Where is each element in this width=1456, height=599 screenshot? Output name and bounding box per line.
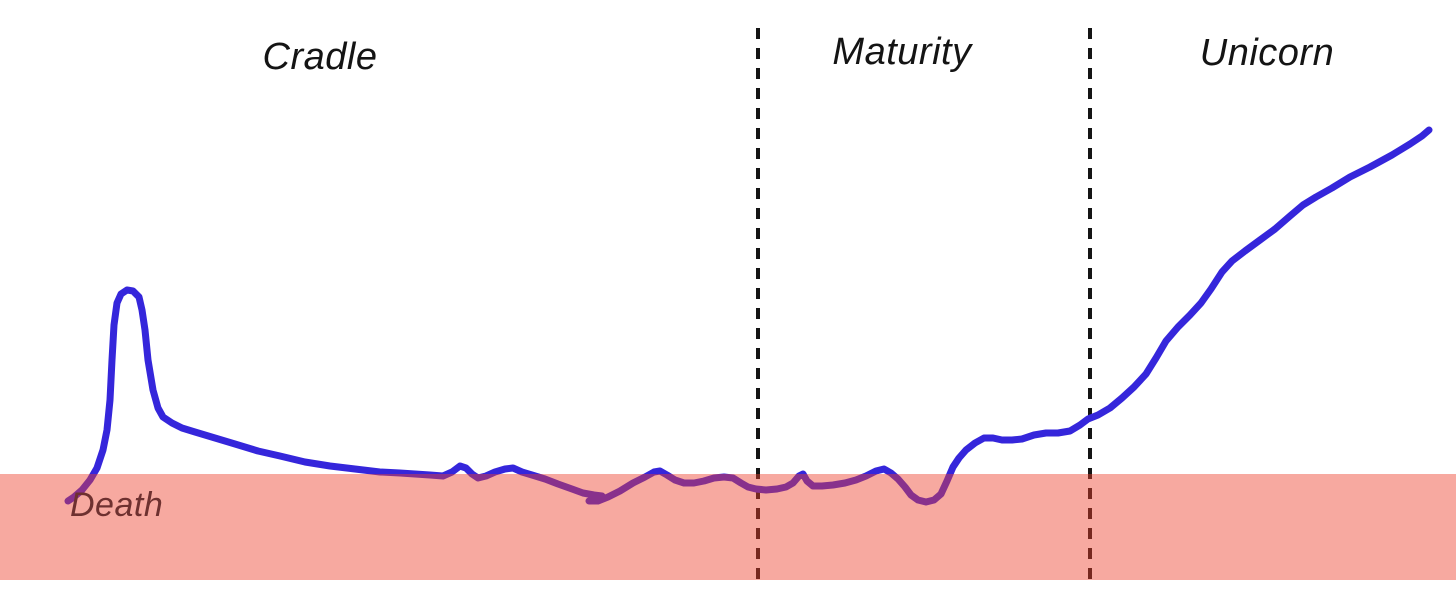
death-band bbox=[0, 474, 1456, 580]
death-zone-label: Death bbox=[70, 486, 164, 524]
zone-label-unicorn: Unicorn bbox=[1199, 32, 1335, 74]
trajectory-curve bbox=[64, 126, 1433, 506]
zone-label-maturity: Maturity bbox=[832, 31, 972, 73]
zone-label-cradle: Cradle bbox=[262, 36, 378, 78]
